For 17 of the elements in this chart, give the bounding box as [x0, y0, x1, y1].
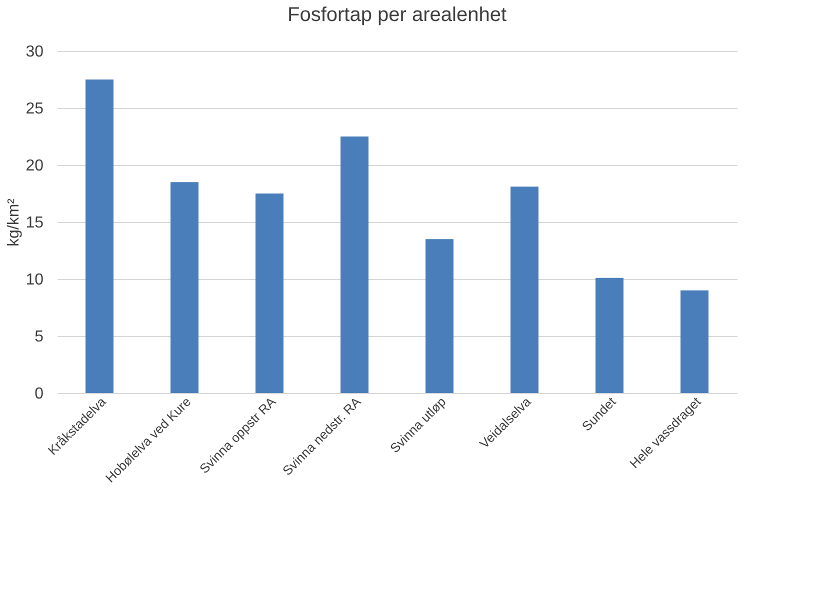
bar: [426, 239, 454, 393]
bar: [170, 182, 198, 393]
y-tick-label: 30: [26, 44, 44, 60]
y-tick-label: 5: [34, 328, 44, 346]
bar: [86, 80, 114, 393]
chart-title: Fosfortap per arealenhet: [287, 4, 507, 26]
y-tick-label: 20: [26, 158, 44, 174]
bar: [256, 194, 284, 393]
bar: [680, 290, 708, 393]
bar: [510, 186, 538, 393]
y-tick-label: 0: [34, 386, 44, 402]
y-axis-title: kg/km²: [6, 198, 23, 246]
y-tick-label: 15: [26, 214, 44, 232]
bar: [596, 278, 624, 393]
y-tick-label: 10: [26, 272, 44, 288]
bar: [340, 136, 368, 393]
y-tick-label: 25: [26, 100, 44, 118]
